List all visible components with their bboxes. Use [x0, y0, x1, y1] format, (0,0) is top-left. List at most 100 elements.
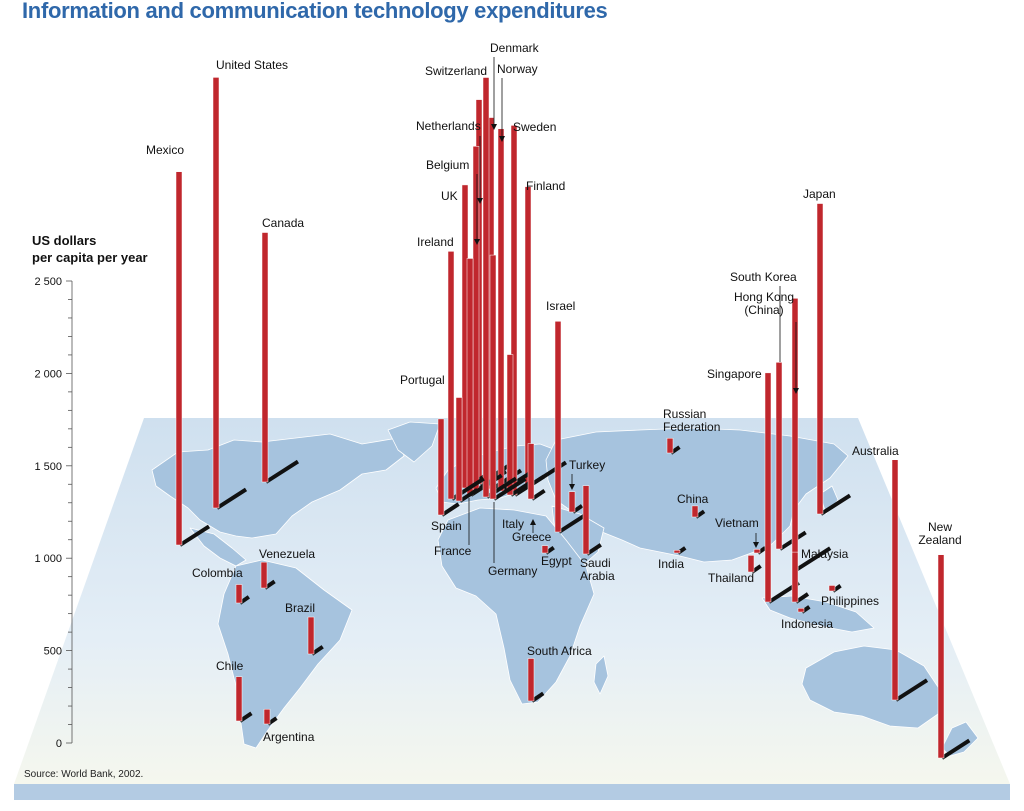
bar-shadow-mexico — [178, 524, 211, 547]
country-label-denmark: Denmark — [490, 41, 540, 55]
bar-shadow-spain — [458, 487, 479, 503]
pointer-arrowhead-belgium — [474, 239, 480, 245]
country-label-australia: Australia — [852, 444, 899, 458]
bar-indonesia — [797, 608, 805, 613]
country-label-india: India — [658, 557, 684, 571]
country-label-saudi-arabia: Arabia — [580, 569, 615, 583]
bar-india — [673, 549, 681, 554]
bar-italy — [506, 354, 514, 496]
country-label-brazil: Brazil — [285, 601, 315, 615]
bar-malaysia — [791, 551, 799, 603]
bar-argentina — [263, 708, 271, 725]
country-label-venezuela: Venezuela — [259, 547, 315, 561]
country-label-china: China — [677, 492, 709, 506]
bar-singapore — [764, 372, 772, 603]
pointer-arrowhead-greece — [530, 519, 536, 525]
country-label-argentina: Argentina — [263, 730, 315, 744]
country-label-portugal: Portugal — [400, 373, 445, 387]
pointer-arrowhead-denmark — [491, 124, 497, 130]
bar-portugal — [437, 418, 445, 516]
country-label-russian-federation: Federation — [663, 420, 720, 434]
y-tick-label: 500 — [44, 646, 62, 658]
bar-philippines — [828, 585, 836, 592]
australia-landmass — [801, 645, 941, 729]
greenland-landmass — [387, 421, 441, 463]
bar-china — [691, 505, 699, 518]
country-label-new-zealand: New — [928, 520, 952, 534]
bar-france — [466, 258, 474, 496]
y-tick-label: 2 000 — [34, 368, 62, 380]
country-label-malaysia: Malaysia — [801, 547, 849, 561]
bar-new-zealand — [937, 554, 945, 759]
bar-greece — [527, 443, 535, 500]
country-label-germany: Germany — [488, 564, 537, 578]
bar-belgium — [472, 146, 480, 491]
country-label-uk: UK — [441, 189, 458, 203]
country-label-mexico: Mexico — [146, 143, 184, 157]
bar-shadow-hong-kong-china — [794, 546, 832, 572]
bar-japan — [816, 203, 824, 515]
bar-spain — [455, 397, 463, 502]
country-label-canada: Canada — [262, 216, 304, 230]
bar-saudi-arabia — [582, 485, 590, 555]
bar-thailand — [747, 555, 755, 573]
country-label-united-states: United States — [216, 58, 288, 72]
country-label-france: France — [434, 544, 472, 558]
country-label-philippines: Philippines — [821, 594, 879, 608]
bar-united-states — [212, 77, 220, 509]
pointer-arrowhead-turkey — [569, 484, 575, 490]
y-axis: US dollars per capita per year 0 500 1 000… — [32, 233, 148, 750]
country-label-indonesia: Indonesia — [781, 617, 833, 631]
africa-landmass — [437, 507, 595, 705]
y-axis-label-line-2: per capita per year — [32, 250, 148, 265]
bar-venezuela — [260, 561, 268, 589]
bar-shadow-saudi-arabia — [585, 543, 602, 556]
country-label-south-korea: South Korea — [730, 270, 797, 284]
country-label-belgium: Belgium — [426, 158, 469, 172]
bar-shadow-israel — [557, 512, 589, 534]
country-label-israel: Israel — [546, 299, 575, 313]
pointer-arrowhead-vietnam — [753, 542, 759, 548]
y-tick-label: 0 — [56, 738, 62, 750]
bar-russian-federation — [666, 437, 674, 454]
bar-shadow-new-zealand — [940, 738, 971, 760]
country-label-chile: Chile — [216, 659, 244, 673]
country-label-netherlands: Netherlands — [416, 119, 481, 133]
y-axis-ticks: 0 500 1 000 1 500 2 000 2 500 — [34, 276, 72, 750]
chart-title: Information and communication technology… — [22, 0, 608, 23]
bar-finland — [524, 186, 532, 487]
country-label-spain: Spain — [431, 519, 462, 533]
bar-egypt — [541, 545, 549, 554]
bar-australia — [891, 459, 899, 701]
country-label-thailand: Thailand — [708, 571, 754, 585]
central-america-landmass — [189, 527, 247, 567]
country-label-hong-kong-china: (China) — [744, 303, 783, 317]
country-label-switzerland: Switzerland — [425, 64, 487, 78]
country-label-norway: Norway — [497, 62, 538, 76]
country-label-turkey: Turkey — [569, 458, 605, 472]
bar-vietnam — [753, 549, 761, 554]
bar-layer — [175, 77, 971, 760]
bar-shadow-australia — [894, 678, 929, 702]
bar-colombia — [235, 584, 243, 604]
y-tick-label: 1 000 — [34, 553, 62, 565]
bar-canada — [261, 232, 269, 483]
country-label-russian-federation: Russian — [663, 407, 706, 421]
bar-turkey — [568, 491, 576, 513]
bar-shadow-united-states — [215, 487, 248, 510]
bar-shadow-canada — [264, 459, 300, 484]
bar-israel — [554, 321, 562, 533]
bar-shadow-germany — [492, 477, 527, 501]
bar-hong-kong-china — [791, 298, 799, 571]
country-label-south-africa: South Africa — [527, 644, 592, 658]
bar-shadow-japan — [819, 493, 852, 516]
bar-switzerland — [482, 77, 490, 498]
pointer-layer — [468, 57, 799, 563]
y-axis-label-line-1: US dollars — [32, 233, 96, 248]
country-label-greece: Greece — [512, 530, 552, 544]
pointer-arrowhead-hong-kong-china — [793, 388, 799, 394]
bar-chile — [235, 676, 243, 722]
country-label-sweden: Sweden — [513, 120, 556, 134]
bar-shadow-portugal — [440, 502, 460, 517]
y-tick-label: 1 500 — [34, 461, 62, 473]
